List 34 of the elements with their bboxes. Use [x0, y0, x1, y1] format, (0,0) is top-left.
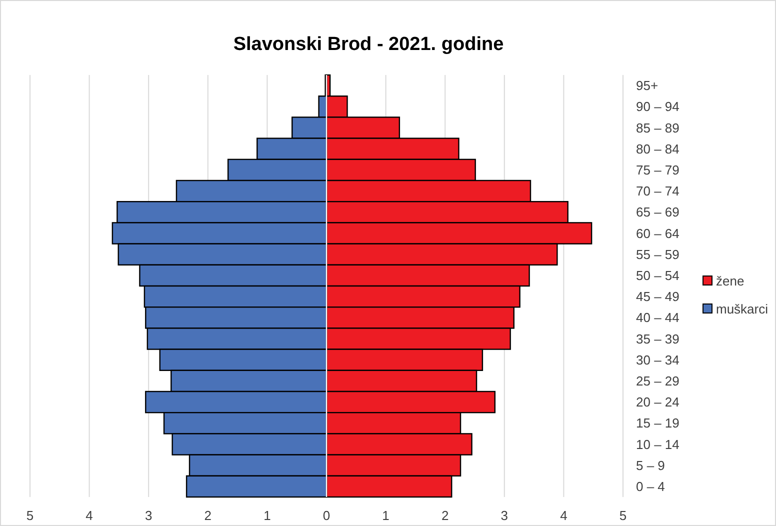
chart-title: Slavonski Brod - 2021. godine: [233, 34, 504, 55]
y-tick-label: 30 – 34: [636, 352, 680, 368]
y-tick-label: 70 – 74: [636, 184, 680, 199]
x-tick-label: 1: [382, 508, 390, 523]
x-tick-label: 5: [619, 508, 627, 523]
y-tick-label: 40 – 44: [636, 310, 680, 326]
y-tick-label: 10 – 14: [636, 436, 680, 452]
x-tick-label: 2: [204, 508, 212, 523]
y-tick-label: 75 – 79: [636, 162, 680, 178]
y-tick-label: 65 – 69: [636, 204, 680, 220]
x-tick-label: 4: [86, 508, 93, 523]
y-tick-label: 55 – 59: [636, 246, 680, 262]
y-tick-label: 60 – 64: [636, 226, 680, 241]
y-tick-label: 90 – 94: [636, 99, 680, 114]
y-tick-label: 85 – 89: [636, 120, 680, 136]
y-tick-label: 35 – 39: [636, 331, 680, 346]
x-tick-label: 4: [560, 508, 568, 523]
x-tick-label: 1: [264, 508, 271, 523]
x-tick-label: 2: [441, 508, 449, 523]
x-tick-label: 3: [144, 508, 152, 523]
x-tick-label: 5: [26, 508, 34, 523]
legend-label: žene: [716, 274, 744, 288]
legend-label: muškarci: [716, 302, 768, 316]
y-tick-label: 45 – 49: [636, 289, 680, 304]
y-tick-label: 50 – 54: [636, 268, 680, 283]
x-tick-label: 3: [500, 508, 508, 523]
y-tick-label: 15 – 19: [636, 416, 680, 431]
y-tick-label: 20 – 24: [636, 394, 680, 410]
y-tick-label: 5 – 9: [636, 458, 665, 473]
y-tick-label: 95+: [636, 78, 658, 94]
y-tick-label: 80 – 84: [636, 141, 680, 156]
y-tick-label: 25 – 29: [636, 373, 680, 388]
y-tick-label: 0 – 4: [636, 478, 665, 494]
x-tick-label: 0: [322, 508, 330, 523]
